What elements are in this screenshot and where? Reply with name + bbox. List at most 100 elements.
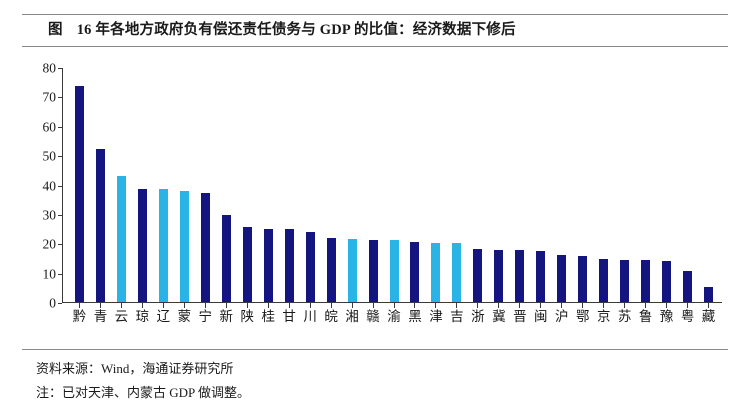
bar[interactable] xyxy=(494,249,504,302)
x-label-slot: 青 xyxy=(90,310,111,324)
bar[interactable] xyxy=(704,287,714,302)
x-tick-slot xyxy=(111,303,132,308)
x-axis-tick xyxy=(645,303,647,308)
x-label-slot: 皖 xyxy=(321,310,342,324)
bar[interactable] xyxy=(305,231,315,302)
x-label-slot: 陕 xyxy=(237,310,258,324)
bar-slot xyxy=(195,68,216,302)
x-tick-slot xyxy=(153,303,174,308)
bar[interactable] xyxy=(536,250,546,302)
figure-footer: 资料来源：Wind，海通证券研究所 注：已对天津、内蒙古 GDP 做调整。 xyxy=(22,349,728,405)
x-label-slot: 藏 xyxy=(698,310,719,324)
bar[interactable] xyxy=(368,240,378,302)
bar[interactable] xyxy=(431,242,441,302)
bar[interactable] xyxy=(410,242,420,302)
x-tick-slot xyxy=(363,303,384,308)
bar-slot xyxy=(279,68,300,302)
x-label-slot: 辽 xyxy=(153,310,174,324)
x-label-slot: 豫 xyxy=(656,310,677,324)
x-label-slot: 闽 xyxy=(530,310,551,324)
x-axis-tick-label: 桂 xyxy=(261,309,275,324)
bar[interactable] xyxy=(557,255,567,302)
bar[interactable] xyxy=(389,240,399,302)
bar-slot xyxy=(614,68,635,302)
x-tick-slot xyxy=(698,303,719,308)
bar[interactable] xyxy=(326,237,336,302)
bar[interactable] xyxy=(74,86,84,302)
bar[interactable] xyxy=(599,258,609,302)
x-axis-tick-label: 晋 xyxy=(513,309,527,324)
bar[interactable] xyxy=(473,249,483,302)
x-tick-slot xyxy=(551,303,572,308)
x-tick-slot xyxy=(467,303,488,308)
x-axis-tick-label: 陕 xyxy=(240,309,254,324)
x-tick-slot xyxy=(174,303,195,308)
bar[interactable] xyxy=(515,250,525,302)
x-label-slot: 宁 xyxy=(195,310,216,324)
figure-title-text: 16 年各地方政府负有偿还责任债务与 GDP 的比值：经济数据下修后 xyxy=(76,22,516,39)
bar-slot xyxy=(300,68,321,302)
x-tick-slot xyxy=(216,303,237,308)
x-axis-tick xyxy=(120,303,122,308)
x-axis-tick-label: 宁 xyxy=(198,309,213,324)
x-axis-tick-label: 藏 xyxy=(701,309,716,324)
x-axis-tick-label: 浙 xyxy=(471,309,485,324)
bar[interactable] xyxy=(620,260,630,302)
x-label-slot: 桂 xyxy=(258,310,279,324)
x-tick-slot xyxy=(342,303,363,308)
x-axis-tick xyxy=(498,303,500,308)
x-axis-labels: 黔青云琼辽蒙宁新陕桂甘川皖湘赣渝黑津吉浙冀晋闽沪鄂京苏鲁豫粤藏 xyxy=(63,310,722,324)
page-title: 图 16 年各地方政府负有偿还责任债务与 GDP 的比值：经济数据下修后 xyxy=(22,23,516,38)
bar[interactable] xyxy=(578,255,588,302)
x-axis-tick xyxy=(372,303,374,308)
source-note: 资料来源：Wind，海通证券研究所 xyxy=(36,361,234,376)
x-axis-tick-label: 甘 xyxy=(282,309,296,324)
x-label-slot: 甘 xyxy=(279,310,300,324)
bar-slot xyxy=(488,68,509,302)
x-axis-tick xyxy=(708,303,710,308)
bar-slot xyxy=(530,68,551,302)
y-axis-tick xyxy=(58,214,62,216)
bar[interactable] xyxy=(347,239,357,302)
bar[interactable] xyxy=(641,260,651,302)
x-tick-slot xyxy=(530,303,551,308)
x-tick-slot xyxy=(384,303,405,308)
bar[interactable] xyxy=(263,228,273,302)
bar-slot xyxy=(237,68,258,302)
x-axis-tick xyxy=(435,303,437,308)
bar-slot xyxy=(258,68,279,302)
bar[interactable] xyxy=(662,260,672,302)
bar[interactable] xyxy=(452,243,462,302)
x-axis-tick-label: 京 xyxy=(596,309,611,324)
x-tick-slot xyxy=(132,303,153,308)
x-axis-tick xyxy=(456,303,458,308)
x-axis-tick-label: 渝 xyxy=(387,309,401,324)
bar[interactable] xyxy=(137,188,147,302)
bar[interactable] xyxy=(242,227,252,302)
bar[interactable] xyxy=(683,271,693,302)
x-axis-line xyxy=(62,302,722,303)
bar[interactable] xyxy=(284,229,294,302)
y-axis-tick xyxy=(58,273,62,275)
bar-slot xyxy=(321,68,342,302)
x-label-slot: 苏 xyxy=(614,310,635,324)
x-axis-tick-label: 皖 xyxy=(324,309,338,324)
x-axis-tick-label: 沪 xyxy=(555,309,569,324)
x-label-slot: 鲁 xyxy=(635,310,656,324)
bar-slot xyxy=(467,68,488,302)
x-axis-tick xyxy=(162,303,164,308)
x-label-slot: 京 xyxy=(593,310,614,324)
figure-title-block: 图 16 年各地方政府负有偿还责任债务与 GDP 的比值：经济数据下修后 xyxy=(22,14,728,47)
x-axis-tick xyxy=(246,303,248,308)
x-tick-slot xyxy=(300,303,321,308)
bar[interactable] xyxy=(95,149,105,302)
bar-slot xyxy=(509,68,530,302)
x-label-slot: 云 xyxy=(111,310,132,324)
y-axis-tick-label: 10 xyxy=(42,265,57,281)
bar[interactable] xyxy=(221,215,231,302)
bar[interactable] xyxy=(200,193,210,302)
bar[interactable] xyxy=(158,188,168,302)
bar[interactable] xyxy=(179,190,189,302)
bar[interactable] xyxy=(116,175,126,302)
